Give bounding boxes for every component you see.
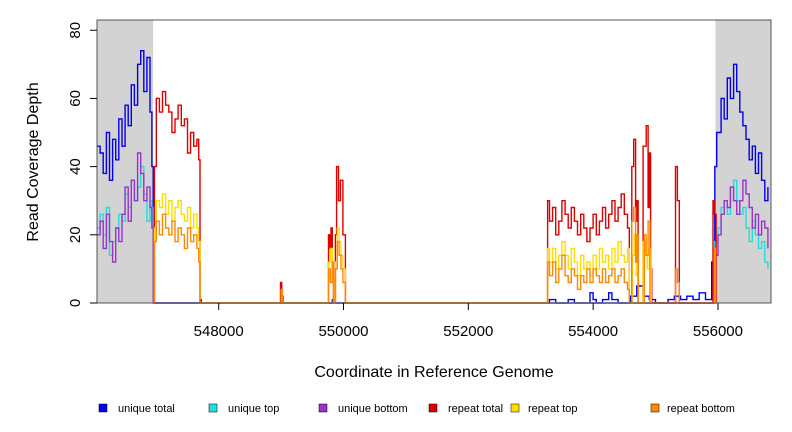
y-axis: 0 20 40 60 80 (67, 22, 97, 307)
legend-label-unique-bottom: unique bottom (338, 403, 408, 415)
x-axis: 548000 550000 552000 554000 556000 (194, 303, 743, 340)
y-tick-label: 60 (67, 90, 84, 107)
series-lines (97, 50, 769, 304)
series-line-repeat-top (153, 193, 652, 304)
shaded-region-1 (97, 20, 154, 303)
legend-label-repeat-bottom: repeat bottom (667, 403, 735, 415)
series-line-unique-top (97, 165, 769, 304)
x-tick-label: 552000 (443, 323, 493, 340)
y-tick-label: 40 (67, 158, 84, 175)
shaded-region-2 (715, 20, 771, 303)
x-axis-label: Coordinate in Reference Genome (314, 364, 553, 381)
legend-swatch-unique-total (98, 403, 108, 413)
legend-swatch-unique-bottom (318, 403, 328, 413)
series-line-unique-total (97, 50, 769, 304)
plot-frame (96, 19, 772, 304)
legend-swatch-repeat-top (510, 403, 520, 413)
legend-label-unique-total: unique total (118, 403, 175, 415)
series-line-repeat-bottom (153, 206, 717, 304)
legend-label-repeat-total: repeat total (448, 403, 503, 415)
legend-swatch-repeat-total (428, 403, 438, 413)
x-tick-label: 550000 (318, 323, 368, 340)
series-line-unique-bottom (97, 152, 769, 304)
y-tick-label: 0 (67, 299, 84, 307)
legend-label-unique-top: unique top (228, 403, 279, 415)
legend: unique total unique top unique bottom repea… (98, 403, 735, 415)
x-tick-label: 556000 (693, 323, 743, 340)
x-tick-label: 548000 (194, 323, 244, 340)
legend-swatch-unique-top (208, 403, 218, 413)
legend-label-repeat-top: repeat top (528, 403, 578, 415)
y-axis-label: Read Coverage Depth (25, 82, 42, 241)
x-tick-label: 554000 (568, 323, 618, 340)
y-tick-label: 20 (67, 226, 84, 243)
y-tick-label: 80 (67, 22, 84, 39)
legend-swatch-repeat-bottom (650, 403, 660, 413)
